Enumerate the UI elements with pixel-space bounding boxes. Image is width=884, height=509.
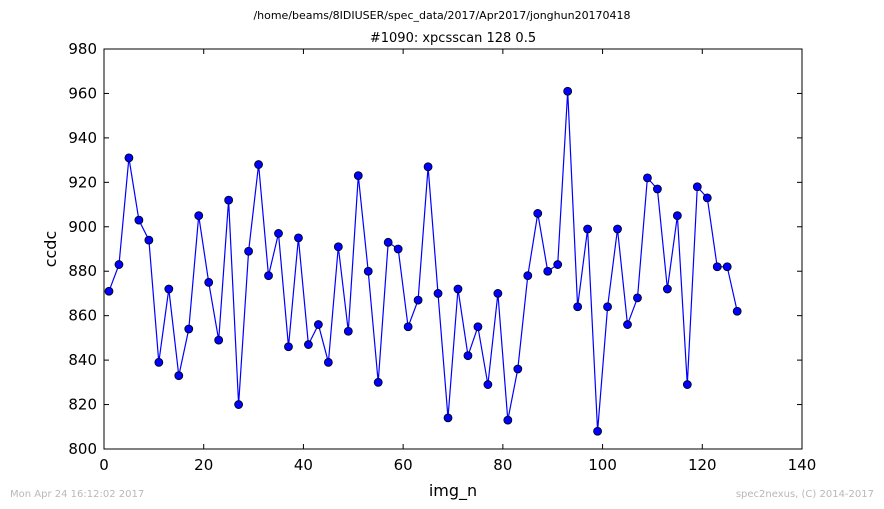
data-point xyxy=(413,295,423,305)
data-point xyxy=(533,209,543,218)
x-tick-label: 40 xyxy=(294,456,313,474)
data-point xyxy=(712,262,722,272)
x-tick-label: 100 xyxy=(588,456,617,474)
data-point xyxy=(493,289,503,298)
data-point xyxy=(204,277,214,287)
x-tick-label: 140 xyxy=(788,456,817,474)
chart-supertitle: /home/beams/8IDIUSER/spec_data/2017/Apr2… xyxy=(253,9,630,22)
y-tick-label: 820 xyxy=(68,396,97,414)
x-tick-label: 20 xyxy=(194,456,213,474)
y-tick-label: 940 xyxy=(68,129,97,147)
data-point xyxy=(184,324,194,334)
data-point xyxy=(234,400,244,409)
data-point xyxy=(194,211,204,221)
x-tick-label: 60 xyxy=(394,456,413,474)
data-point xyxy=(264,271,273,281)
data-point xyxy=(483,380,493,389)
series-line xyxy=(108,91,738,432)
data-point xyxy=(543,266,553,276)
y-tick-label: 960 xyxy=(68,84,97,102)
data-point xyxy=(692,182,702,192)
data-point xyxy=(433,289,443,298)
data-point xyxy=(443,413,453,423)
data-point xyxy=(653,184,662,194)
y-tick-label: 860 xyxy=(68,307,97,325)
data-point xyxy=(274,229,283,238)
data-point xyxy=(254,160,263,169)
x-axis-label: img_n xyxy=(429,481,477,501)
data-point xyxy=(453,284,463,294)
data-point xyxy=(403,322,413,332)
data-point xyxy=(722,262,732,272)
data-point xyxy=(373,377,383,387)
y-tick-label: 800 xyxy=(68,440,97,458)
data-point xyxy=(672,211,682,221)
data-point xyxy=(104,286,114,296)
data-point xyxy=(284,342,293,352)
data-point xyxy=(463,351,473,361)
plot-frame xyxy=(103,48,803,450)
data-point xyxy=(174,371,184,381)
x-tick-label: 0 xyxy=(99,456,109,474)
data-point xyxy=(503,415,513,425)
data-point xyxy=(732,306,742,316)
y-tick-label: 880 xyxy=(68,262,97,280)
data-point xyxy=(702,193,712,203)
data-point xyxy=(154,357,164,367)
data-point xyxy=(124,153,134,163)
x-tick-labels: 0 20 40 60 80 100 120 140 xyxy=(99,456,816,474)
data-point xyxy=(513,364,523,374)
y-tick-label: 980 xyxy=(68,40,97,58)
y-tick-label: 920 xyxy=(68,173,97,191)
data-point xyxy=(603,302,612,312)
x-tick-label: 80 xyxy=(493,456,512,474)
data-point xyxy=(573,302,583,312)
data-point xyxy=(662,284,672,294)
data-point xyxy=(244,246,253,256)
y-tick-label: 840 xyxy=(68,351,97,369)
data-point xyxy=(643,173,652,183)
data-point xyxy=(134,215,144,225)
data-point xyxy=(114,260,124,269)
data-point xyxy=(144,235,154,245)
data-point xyxy=(623,320,632,329)
data-point xyxy=(383,237,393,247)
footer-credit: spec2nexus, (C) 2014-2017 xyxy=(736,489,874,500)
data-point xyxy=(563,86,573,96)
data-point xyxy=(323,357,333,367)
data-point xyxy=(473,322,483,332)
data-point xyxy=(583,224,593,234)
data-point xyxy=(294,233,303,243)
data-point xyxy=(343,326,353,336)
footer-timestamp: Mon Apr 24 16:12:02 2017 xyxy=(10,489,144,500)
data-point xyxy=(423,162,433,172)
data-point xyxy=(304,340,313,349)
data-point xyxy=(613,224,622,234)
data-point xyxy=(682,380,692,389)
data-point xyxy=(353,171,363,181)
series-points xyxy=(104,86,742,436)
y-tick-label: 900 xyxy=(68,218,97,236)
data-point xyxy=(214,335,224,345)
data-point xyxy=(164,284,174,294)
data-point xyxy=(313,320,323,329)
x-tick-label: 120 xyxy=(688,456,717,474)
chart-title: #1090: xpcsscan 128 0.5 xyxy=(370,31,536,46)
data-point xyxy=(393,244,403,254)
data-point xyxy=(593,426,602,436)
data-point xyxy=(523,271,533,281)
data-point xyxy=(363,266,373,276)
data-point xyxy=(633,293,642,303)
axis-ticks xyxy=(103,48,803,450)
y-axis-label: ccdc xyxy=(41,231,60,268)
data-point xyxy=(224,195,234,205)
data-point xyxy=(333,242,343,252)
y-tick-labels: 800 820 840 860 880 900 920 940 960 980 xyxy=(68,40,97,458)
data-point xyxy=(553,260,563,269)
